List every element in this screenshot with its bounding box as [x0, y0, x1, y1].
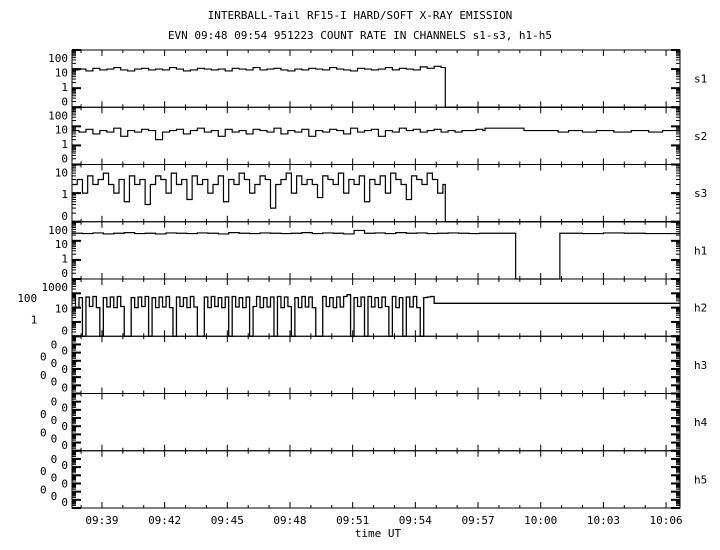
series-line-s2	[72, 127, 680, 141]
x-tick-label: 09:48	[273, 514, 306, 527]
y-tick-label: 0	[61, 344, 68, 357]
y-tick-label: 100	[48, 52, 68, 65]
y-tick-label: 100	[48, 109, 68, 122]
y-tick-label: 0	[61, 95, 68, 108]
panel-frame	[71, 335, 681, 394]
y-tick-label: 0	[61, 496, 68, 509]
panel-frame	[71, 106, 681, 165]
channel-label-s3: s3	[694, 187, 707, 200]
panel-h2: 0 1 10 100 1000 h2	[17, 278, 707, 338]
y-tick-label: 100	[17, 292, 37, 305]
y-tick-label: 0	[51, 471, 58, 484]
x-tick-label: 10:00	[524, 514, 557, 527]
x-axis-label: time UT	[355, 527, 402, 540]
y-tick-label: 0	[61, 210, 68, 223]
y-tick-label: 10	[55, 303, 68, 316]
chart-title: INTERBALL-Tail RF15-I HARD/SOFT X-RAY EM…	[208, 9, 513, 22]
panel-frame	[71, 450, 681, 509]
y-tick-label: 0	[51, 396, 58, 409]
y-tick-label: 1	[61, 188, 68, 201]
panel-s2: 0 110 100 s2	[48, 106, 707, 166]
y-tick-label: 0	[40, 484, 47, 497]
y-tick-label: 0	[61, 402, 68, 415]
x-tick-label: 10:03	[587, 514, 620, 527]
panel-frame	[71, 221, 681, 280]
series-line-h2	[72, 294, 680, 337]
x-tick-label: 09:42	[148, 514, 181, 527]
series-line-h1	[72, 229, 681, 280]
y-tick-label: 1	[61, 81, 68, 94]
y-tick-label: 0	[40, 465, 47, 478]
x-tick-label: 09:57	[461, 514, 494, 527]
panel-frame	[71, 393, 681, 452]
channel-label-s1: s1	[694, 73, 707, 86]
series-line-s1	[72, 65, 680, 108]
chart-subtitle: EVN 09:48 09:54 951223 COUNT RATE IN CHA…	[168, 29, 552, 42]
y-tick-label: 0	[61, 439, 68, 452]
y-tick-label: 0	[61, 420, 68, 433]
channel-label-h3: h3	[694, 359, 707, 372]
y-tick-label: 1	[61, 138, 68, 151]
panel-frame	[71, 164, 681, 223]
y-tick-label: 0	[40, 351, 47, 364]
y-tick-label: 10	[55, 238, 68, 251]
channel-label-h4: h4	[694, 416, 708, 429]
y-tick-label: 0	[61, 382, 68, 395]
y-tick-label: 0	[40, 426, 47, 439]
y-tick-label: 1	[61, 253, 68, 266]
y-tick-label: 0	[51, 338, 58, 351]
y-tick-label: 0	[51, 357, 58, 370]
y-tick-label: 0	[61, 324, 68, 337]
x-tick-label: 09:45	[211, 514, 244, 527]
channel-label-h5: h5	[694, 473, 707, 486]
panel-frame	[71, 49, 681, 108]
y-tick-label: 100	[48, 224, 68, 237]
x-tick-label: 09:54	[399, 514, 432, 527]
y-tick-label: 10	[55, 167, 68, 180]
y-tick-label: 0	[40, 408, 47, 421]
channel-label-h1: h1	[694, 244, 707, 257]
y-tick-label: 0	[61, 153, 68, 166]
y-tick-label: 0	[51, 490, 58, 503]
y-tick-label: 0	[61, 267, 68, 280]
y-tick-label: 0	[51, 433, 58, 446]
y-tick-label: 0	[61, 363, 68, 376]
channel-label-s2: s2	[694, 130, 707, 143]
y-tick-label: 0	[61, 459, 68, 472]
y-tick-label: 0	[51, 375, 58, 388]
x-tick-label: 09:39	[85, 514, 118, 527]
y-tick-label: 1	[31, 313, 38, 326]
y-tick-label: 10	[55, 66, 68, 79]
y-tick-label: 0	[40, 369, 47, 382]
y-tick-label: 0	[51, 414, 58, 427]
channel-label-h2: h2	[694, 302, 707, 315]
x-tick-label: 10:06	[650, 514, 683, 527]
x-tick-label: 09:51	[336, 514, 369, 527]
y-tick-label: 10	[55, 124, 68, 137]
y-tick-label: 0	[61, 477, 68, 490]
series-line-s3	[72, 172, 680, 223]
panel-s3: 0 1 10 s3	[55, 163, 707, 223]
y-tick-label: 0	[51, 453, 58, 466]
y-tick-label: 1000	[42, 281, 69, 294]
